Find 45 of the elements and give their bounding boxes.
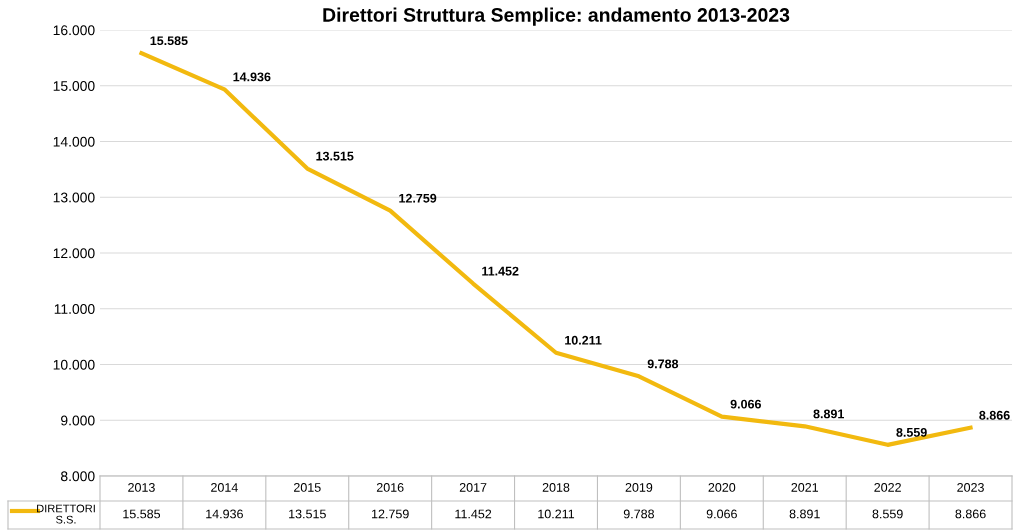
- text: 12.759: [399, 193, 437, 203]
- text: 8.891: [813, 409, 844, 419]
- x-tick-label: 2021: [791, 483, 819, 492]
- legend-label: DIRETTORI S.S.: [37, 504, 95, 524]
- data-label: 11.452: [455, 509, 492, 519]
- y-tick-label: 13.000: [53, 192, 95, 203]
- y-tick-label: 10.000: [53, 359, 95, 370]
- y-tick-label: 8.000: [60, 471, 95, 482]
- x-tick-label: 2019: [625, 483, 653, 492]
- text: 15.585: [150, 36, 188, 46]
- x-tick-label: 2023: [957, 483, 984, 492]
- y-tick-label: 16.000: [53, 25, 95, 36]
- x-tick-label: 2018: [542, 483, 570, 492]
- text: 9.066: [730, 399, 761, 409]
- y-tick-label: 12.000: [53, 248, 95, 259]
- x-tick-label: 2015: [294, 483, 321, 492]
- data-label: 8.866: [955, 509, 986, 519]
- data-label: 8.559: [872, 509, 903, 519]
- text: 11.452: [482, 266, 519, 276]
- data-label: 10.211: [538, 509, 575, 519]
- data-label: 12.759: [372, 509, 409, 519]
- data-label: 9.788: [623, 509, 655, 519]
- text: 8.866: [979, 410, 1010, 420]
- data-label: 15.585: [123, 509, 161, 519]
- x-tick-label: 2020: [708, 483, 736, 492]
- x-tick-label: 2017: [459, 483, 487, 492]
- text: 10.211: [565, 335, 602, 345]
- x-tick-label: 2013: [128, 483, 155, 492]
- y-tick-label: 11.000: [54, 304, 95, 314]
- line-series: [139, 51, 973, 447]
- x-tick-label: 2016: [376, 483, 404, 492]
- data-label: 8.891: [789, 509, 820, 519]
- chart-title: Direttori Struttura Semplice: andamento 2013-2023: [323, 7, 790, 26]
- text: 14.936: [233, 72, 271, 82]
- y-tick-label: 15.000: [53, 81, 95, 91]
- data-label: 9.066: [706, 509, 737, 519]
- text: 13.515: [316, 151, 354, 161]
- y-tick-label: 14.000: [53, 136, 95, 147]
- text: 9.788: [647, 359, 679, 369]
- x-tick-label: 2022: [874, 483, 901, 492]
- x-tick-label: 2014: [211, 483, 238, 492]
- data-label: 13.515: [289, 509, 326, 519]
- text: 8.559: [896, 427, 927, 437]
- data-label: 14.936: [206, 509, 243, 519]
- y-tick-label: 9.000: [61, 415, 95, 426]
